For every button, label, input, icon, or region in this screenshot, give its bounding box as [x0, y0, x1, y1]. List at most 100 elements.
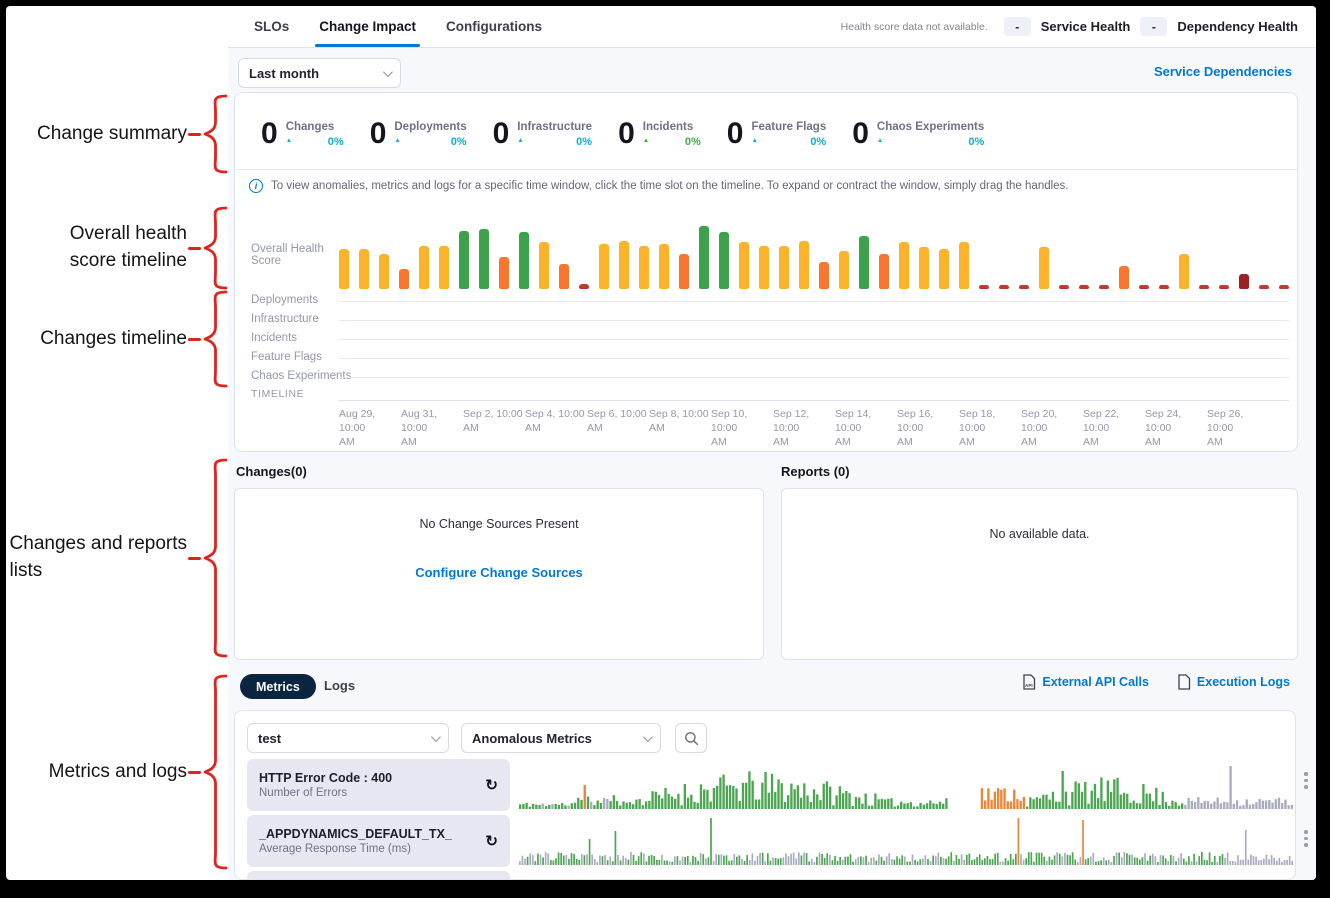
health-bar[interactable]: [1139, 285, 1149, 289]
search-button[interactable]: [675, 723, 707, 753]
health-bar[interactable]: [699, 226, 709, 289]
row-menu-icon[interactable]: [1304, 830, 1308, 847]
service-select[interactable]: test: [247, 723, 449, 753]
health-bar[interactable]: [999, 285, 1009, 289]
health-bar[interactable]: [1079, 285, 1089, 289]
timeline-card: 0 Changes ▲ 0% 0 Deployments ▲ 0% 0 Infrastructur…: [234, 92, 1298, 452]
row-menu-icon[interactable]: [1304, 772, 1308, 789]
annotation-text: Metrics and logs: [48, 760, 187, 782]
metric-sparkline[interactable]: [519, 817, 1294, 865]
health-bar[interactable]: [1239, 274, 1249, 289]
dependency-health-label: Dependency Health: [1177, 19, 1298, 34]
execution-logs-link[interactable]: Execution Logs: [1177, 674, 1290, 690]
health-bar[interactable]: [919, 247, 929, 289]
row-line[interactable]: [339, 358, 1289, 359]
timeline-date: Sep 2, 10:00 AM: [463, 408, 523, 435]
refresh-icon[interactable]: ↻: [485, 833, 498, 850]
brace-icon: [203, 290, 228, 388]
refresh-icon[interactable]: ↻: [485, 777, 498, 794]
health-bar[interactable]: [859, 236, 869, 289]
stat-percent: 0%: [450, 135, 467, 148]
health-bar[interactable]: [479, 229, 489, 289]
tab-slos[interactable]: SLOs: [254, 19, 290, 34]
health-bar[interactable]: [759, 246, 769, 289]
health-bar[interactable]: [439, 246, 449, 289]
timeline-axis-line: [339, 400, 1289, 401]
tab-list: SLOs Change Impact Configurations: [254, 6, 542, 47]
health-bar[interactable]: [819, 262, 829, 289]
health-bar[interactable]: [899, 242, 909, 289]
health-bar[interactable]: [419, 246, 429, 289]
dependency-health-badge: -: [1140, 17, 1168, 36]
metric-tile-partial[interactable]: [247, 871, 510, 879]
health-bar[interactable]: [939, 249, 949, 289]
health-bar[interactable]: [1159, 285, 1169, 289]
configure-change-sources-link[interactable]: Configure Change Sources: [415, 565, 583, 580]
health-bar[interactable]: [839, 251, 849, 289]
tab-change-impact[interactable]: Change Impact: [315, 6, 420, 47]
health-bar[interactable]: [539, 242, 549, 289]
health-bar[interactable]: [379, 254, 389, 289]
health-bar[interactable]: [399, 269, 409, 289]
search-icon: [684, 731, 698, 745]
annotation-text: Change summary: [37, 122, 187, 144]
health-bar[interactable]: [459, 231, 469, 289]
health-bar[interactable]: [1039, 247, 1049, 289]
info-banner: i To view anomalies, metrics and logs fo…: [249, 179, 1069, 193]
changes-panel: No Change Sources Present Configure Chan…: [234, 488, 764, 660]
health-score-bars[interactable]: [339, 223, 1289, 289]
health-bar[interactable]: [779, 246, 789, 289]
row-line[interactable]: [339, 339, 1289, 340]
page: Change summary Overall health score timeli…: [6, 6, 1316, 880]
row-line[interactable]: [339, 377, 1289, 378]
health-bar[interactable]: [339, 249, 349, 289]
service-dependencies-link[interactable]: Service Dependencies: [1153, 64, 1292, 79]
health-bar[interactable]: [579, 284, 589, 289]
trend-up-icon: ▲: [751, 137, 758, 145]
metrics-card: test Anomalous Metrics HTTP Error Code :…: [234, 710, 1296, 880]
annotation-changes-and-reports: Changes and reports lists: [6, 458, 228, 658]
health-bar[interactable]: [1119, 266, 1129, 289]
tab-logs[interactable]: Logs: [324, 678, 356, 693]
health-bar[interactable]: [679, 254, 689, 289]
health-bar[interactable]: [559, 264, 569, 289]
health-bar[interactable]: [599, 244, 609, 289]
row-line[interactable]: [339, 320, 1289, 321]
health-bar[interactable]: [619, 241, 629, 289]
trend-up-icon: ▲: [394, 137, 401, 145]
tab-metrics[interactable]: Metrics: [240, 674, 316, 699]
health-bar[interactable]: [519, 232, 529, 289]
health-bar[interactable]: [499, 257, 509, 289]
health-bar[interactable]: [959, 242, 969, 289]
health-bar[interactable]: [879, 254, 889, 289]
health-bar[interactable]: [1279, 285, 1289, 289]
health-bar[interactable]: [719, 232, 729, 289]
time-range-select[interactable]: Last month: [238, 58, 401, 88]
external-api-calls-link[interactable]: API External API Calls: [1022, 674, 1149, 690]
metric-tile-appdynamics-default-tx[interactable]: _APPDYNAMICS_DEFAULT_TX_ Average Response…: [247, 815, 510, 867]
health-bar[interactable]: [979, 285, 989, 289]
stat-value: 0: [369, 117, 387, 150]
health-bar[interactable]: [659, 244, 669, 289]
stat-value: 0: [726, 117, 744, 150]
health-bar[interactable]: [1219, 285, 1229, 289]
row-line[interactable]: [339, 301, 1289, 302]
brace-icon: [203, 674, 228, 870]
metric-filter-select[interactable]: Anomalous Metrics: [461, 723, 661, 753]
health-bar[interactable]: [359, 249, 369, 289]
tab-configurations[interactable]: Configurations: [446, 19, 543, 34]
health-bar[interactable]: [799, 241, 809, 289]
row-label-incidents: Incidents: [251, 332, 298, 344]
health-bar[interactable]: [1059, 285, 1069, 289]
metric-tile-http-error-code-400[interactable]: HTTP Error Code : 400 Number of Errors ↻: [247, 759, 510, 811]
health-bar[interactable]: [739, 242, 749, 289]
health-bar[interactable]: [1099, 285, 1109, 289]
health-bar[interactable]: [1199, 285, 1209, 289]
health-bar[interactable]: [1179, 254, 1189, 289]
health-bar[interactable]: [1259, 285, 1269, 289]
health-bar[interactable]: [1019, 285, 1029, 289]
metric-sparkline[interactable]: [519, 761, 1294, 809]
changes-panel-title: Changes(0): [236, 464, 307, 479]
health-bar[interactable]: [639, 246, 649, 289]
annotation-change-summary: Change summary: [6, 94, 228, 174]
